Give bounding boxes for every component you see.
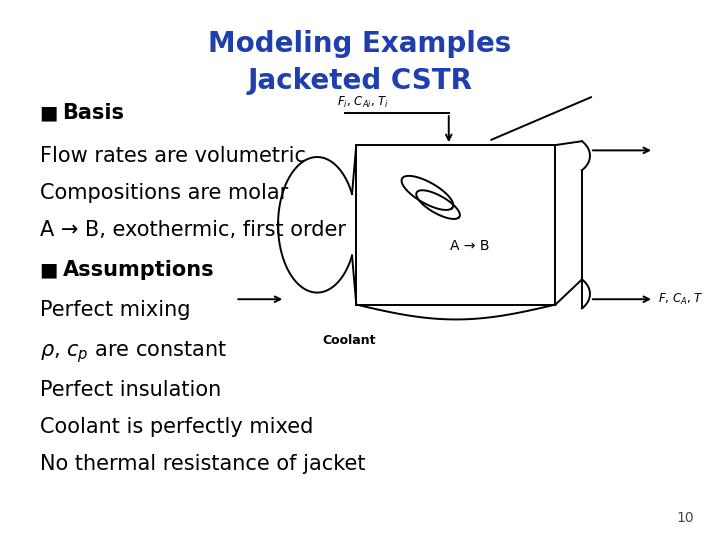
Text: Flow rates are volumetric: Flow rates are volumetric <box>40 146 306 166</box>
Text: Compositions are molar: Compositions are molar <box>40 183 288 203</box>
Text: Modeling Examples: Modeling Examples <box>208 30 511 58</box>
Text: ■: ■ <box>40 260 58 280</box>
Text: 10: 10 <box>677 511 694 525</box>
Text: Coolant is perfectly mixed: Coolant is perfectly mixed <box>40 417 313 437</box>
Text: Coolant: Coolant <box>323 334 376 347</box>
Text: Perfect insulation: Perfect insulation <box>40 380 221 400</box>
Text: $F$, $C_A$, $T$: $F$, $C_A$, $T$ <box>657 292 703 307</box>
Text: Assumptions: Assumptions <box>63 260 214 280</box>
Text: No thermal resistance of jacket: No thermal resistance of jacket <box>40 454 365 474</box>
Text: A → B: A → B <box>450 239 490 253</box>
Text: $F_i$, $C_{Ai}$, $T_i$: $F_i$, $C_{Ai}$, $T_i$ <box>338 96 390 111</box>
Text: Jacketed CSTR: Jacketed CSTR <box>248 68 472 95</box>
Text: Basis: Basis <box>63 103 125 123</box>
Text: $\rho$, $c_p$ are constant: $\rho$, $c_p$ are constant <box>40 340 228 365</box>
Text: Perfect mixing: Perfect mixing <box>40 300 190 320</box>
Text: ■: ■ <box>40 104 58 123</box>
Text: A → B, exothermic, first order: A → B, exothermic, first order <box>40 220 346 240</box>
